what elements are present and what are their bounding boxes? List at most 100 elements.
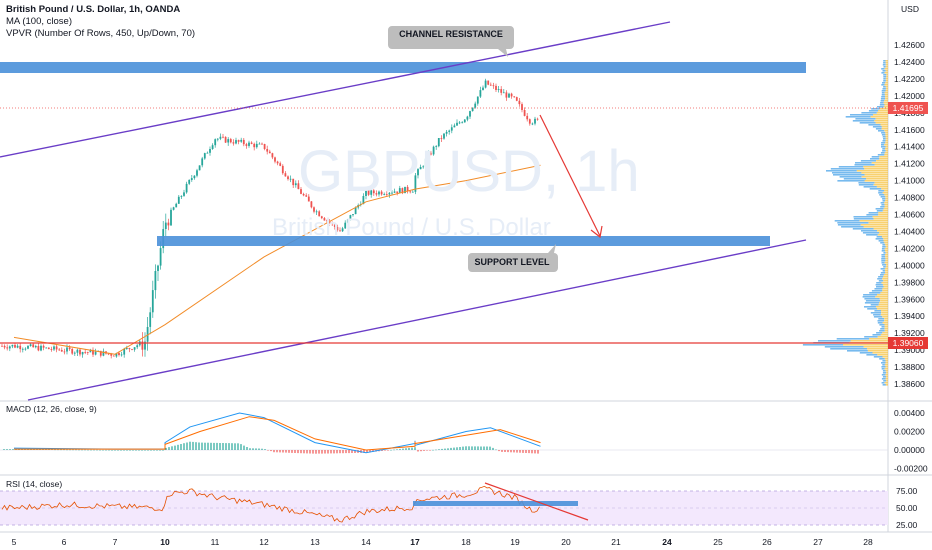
vpvr-bar-down <box>864 180 888 182</box>
candle-body <box>47 347 50 350</box>
candle-body <box>411 191 414 193</box>
candle-body <box>206 152 209 154</box>
vpvr-bar-up <box>882 264 886 266</box>
channel-upper-line[interactable] <box>0 21 671 158</box>
candle-body <box>115 353 118 357</box>
vpvr-bar-up <box>879 330 885 332</box>
vpvr-bar-down <box>879 156 888 158</box>
macd-histogram-bar <box>363 450 365 453</box>
currency-label[interactable]: USD <box>901 4 919 14</box>
candle-body <box>349 215 352 220</box>
vpvr-bar-up <box>881 258 886 260</box>
support-level-callout[interactable]: SUPPORT LEVEL <box>468 244 558 272</box>
macd-histogram-bar <box>420 450 422 452</box>
time-tick-label: 21 <box>611 537 621 547</box>
vpvr-bar-down <box>876 112 888 114</box>
last-price-badge: 1.41695 <box>888 102 928 114</box>
macd-histogram-bar <box>330 450 332 454</box>
vpvr-bar-down <box>866 178 888 180</box>
macd-tick-label: 0.00400 <box>894 408 925 418</box>
candle-body <box>185 183 188 193</box>
macd-histogram-bar <box>36 449 38 450</box>
vpvr-bar-up <box>853 218 874 220</box>
macd-histogram-bar <box>75 449 77 451</box>
macd-histogram-bar <box>222 443 224 450</box>
vpvr-bar-down <box>884 94 888 96</box>
candle-body <box>201 158 204 166</box>
candle-body <box>76 349 79 353</box>
time-tick-label: 6 <box>62 537 67 547</box>
macd-histogram-bar <box>6 449 8 450</box>
candle-body <box>362 196 365 205</box>
price-tick-label: 1.41200 <box>894 159 925 169</box>
vpvr-bar-up <box>845 116 871 118</box>
macd-histogram-bar <box>198 442 200 450</box>
candle-body <box>479 90 482 97</box>
candle-body <box>323 218 326 221</box>
macd-histogram-bar <box>282 450 284 453</box>
symbol-line: British Pound / U.S. Dollar, 1h, OANDA <box>6 4 181 15</box>
candle-body <box>154 271 157 291</box>
candle-body <box>175 203 178 208</box>
rsi-zone[interactable] <box>413 501 578 506</box>
candle-body <box>502 92 505 94</box>
vpvr-bar-up <box>826 170 857 172</box>
macd-histogram-bar <box>81 449 83 451</box>
candle-body <box>214 139 217 146</box>
candle-body <box>50 349 53 350</box>
candle-body <box>248 142 250 146</box>
candle-body <box>466 116 469 120</box>
vpvr-bar-up <box>881 248 885 250</box>
candle-body <box>89 349 92 353</box>
candle-body <box>510 93 513 97</box>
candle-body <box>414 175 417 192</box>
macd-histogram-bar <box>78 449 80 451</box>
ma-line <box>13 164 541 355</box>
vpvr-bar-down <box>883 208 888 210</box>
vpvr-bar-up <box>883 380 887 382</box>
vpvr-bar-down <box>885 60 888 62</box>
vpvr-bar-up <box>881 134 886 136</box>
vpvr-bar-down <box>874 164 888 166</box>
macd-histogram-bar <box>426 450 428 451</box>
candle-body <box>346 219 349 223</box>
vpvr-bar-down <box>879 232 888 234</box>
channel-lower-line[interactable] <box>27 239 807 401</box>
macd-histogram-bar <box>255 448 257 450</box>
support-zone[interactable] <box>157 236 770 246</box>
vpvr-bar-up <box>859 122 876 124</box>
vpvr-bar-down <box>859 220 888 222</box>
macd-histogram-bar <box>60 449 62 451</box>
channel-resistance-callout[interactable]: CHANNEL RESISTANCE <box>388 26 514 57</box>
vpvr-bar-up <box>853 216 873 218</box>
projection-arrow[interactable] <box>539 114 601 237</box>
candle-body <box>448 130 451 132</box>
vpvr-bar-up <box>880 202 885 204</box>
candle-body <box>300 189 302 194</box>
rsi-divergence-line[interactable] <box>484 482 589 521</box>
candle-body <box>409 191 412 193</box>
candle-body <box>216 138 219 140</box>
time-axis[interactable]: 5 6 7 10 11 12 13 14 17 18 19 20 21 24 25 26 27 28 <box>12 537 873 547</box>
macd-histogram-bar <box>39 449 41 450</box>
candle-body <box>432 146 435 155</box>
resistance-zone[interactable] <box>0 62 806 73</box>
vpvr-bar-down <box>885 64 888 66</box>
candle-body <box>427 153 430 159</box>
vpvr-bar-up <box>866 214 879 216</box>
vpvr-bar-down <box>885 272 888 274</box>
vpvr-bar-up <box>875 284 883 286</box>
vpvr-bar-up <box>881 132 886 134</box>
macd-histogram-bar <box>219 443 221 450</box>
vpvr-bar-up <box>880 100 885 102</box>
vpvr-bar-down <box>884 72 888 74</box>
macd-histogram-bar <box>162 450 164 451</box>
candle-body <box>258 143 261 145</box>
macd-histogram-bar <box>108 449 110 451</box>
vpvr-bar-down <box>884 324 888 326</box>
macd-histogram-bar <box>342 450 344 454</box>
vpvr-bar-down <box>882 284 888 286</box>
macd-histogram-bar <box>57 449 59 451</box>
candle-body <box>245 144 248 146</box>
